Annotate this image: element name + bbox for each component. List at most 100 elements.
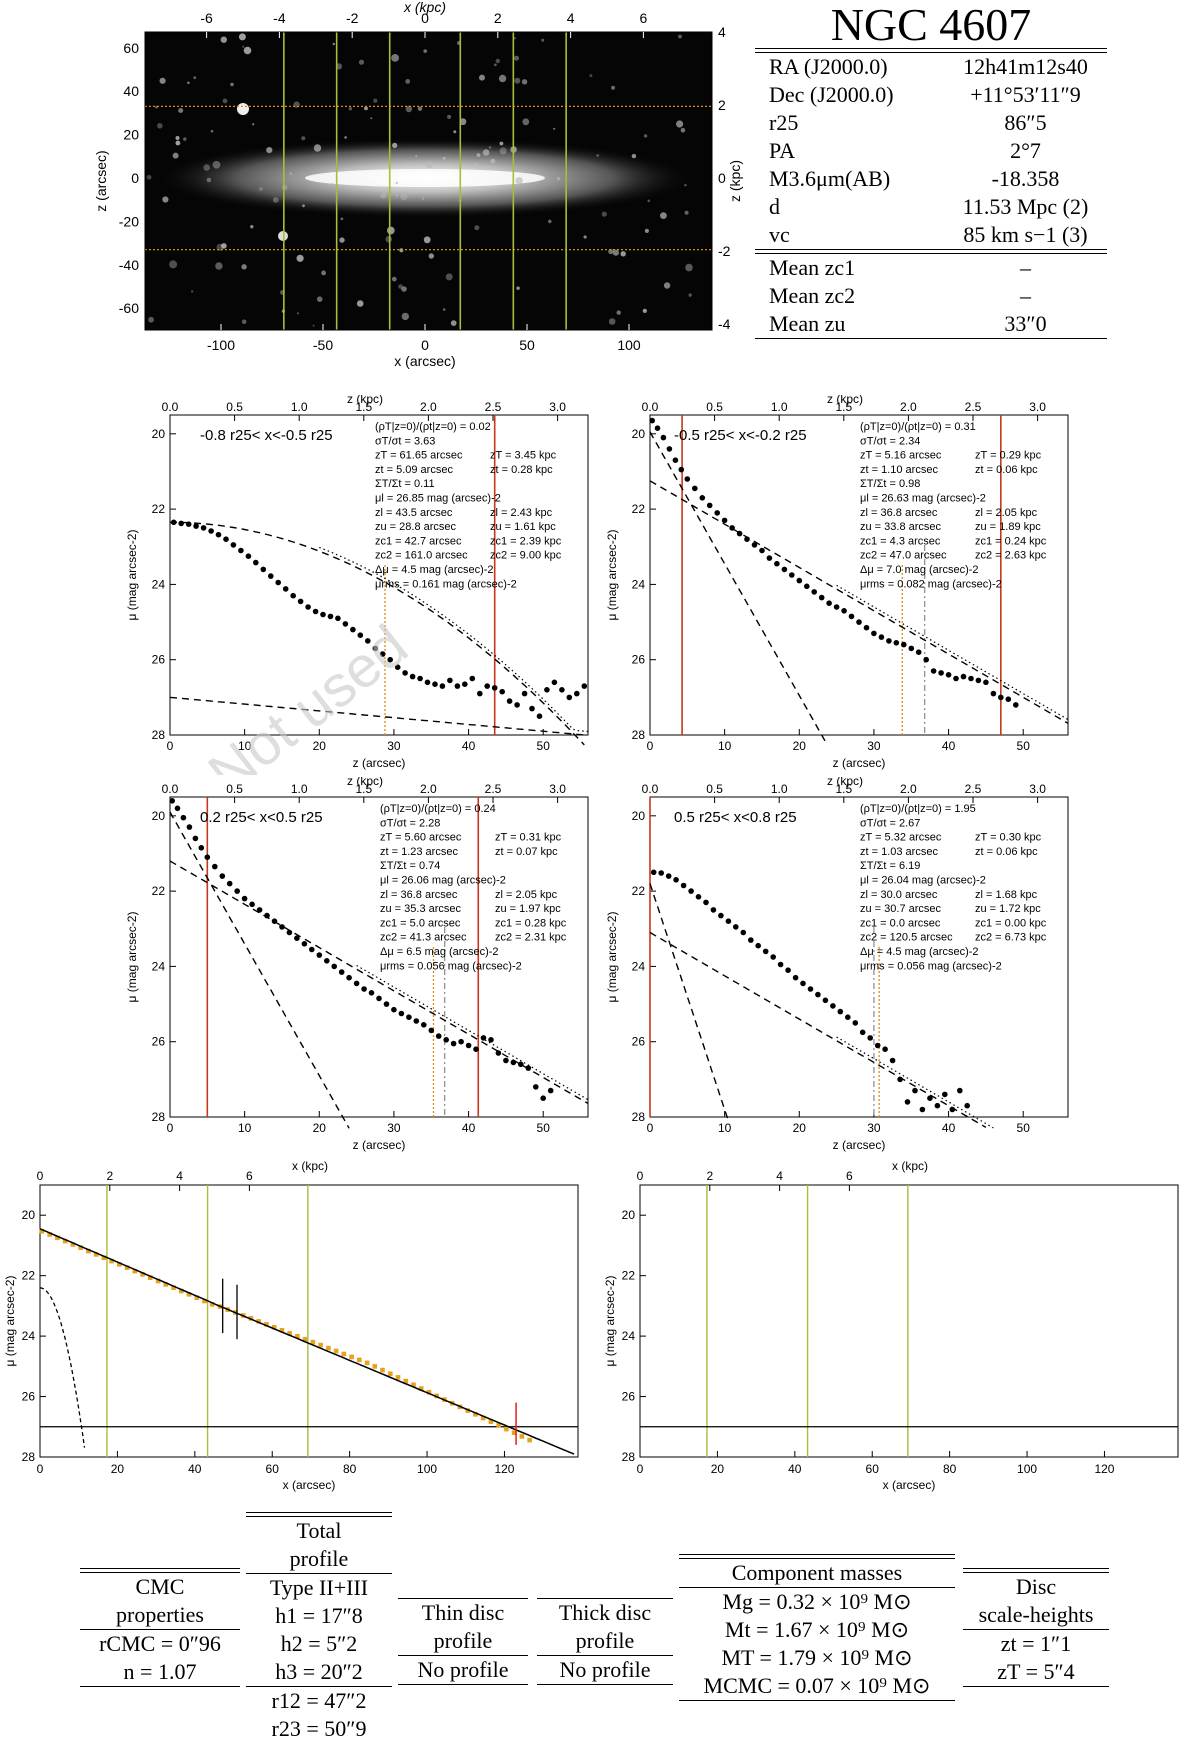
top-tick-label: 3.0 [549, 782, 566, 796]
star [680, 127, 686, 133]
plot-frame [649, 414, 1069, 736]
cmc-table: CMC properties rCMC = 0″96 n = 1.07 [80, 1568, 240, 1687]
star [513, 37, 516, 40]
data-point [249, 901, 255, 908]
annotation-line: σT/σt = 2.34 [860, 435, 920, 447]
annotation-line: zc1 = 42.7 arcsec [375, 535, 462, 547]
panel-title: 0.5 r25< x<0.8 r25 [674, 809, 797, 826]
data-point [204, 854, 211, 860]
x-tick-label: 60 [266, 1462, 280, 1476]
thick-header-2: profile [575, 1628, 635, 1653]
radial-data-point [504, 1426, 509, 1432]
star [220, 36, 227, 43]
data-point [949, 1106, 956, 1113]
data-point [654, 425, 661, 431]
top-tick-label: 4 [776, 1169, 783, 1183]
heights-row: zt = 1″1 [1000, 1631, 1072, 1656]
star [490, 158, 496, 164]
annotation-line-kpc: zc2 = 2.63 kpc [975, 550, 1047, 562]
data-point [945, 672, 952, 678]
vertical-profile-panel-1: 0 10 20 30 40 50 0.0 0.5 1.0 1.5 2.0 2.5 3.0 20 22 24 26… [125, 395, 589, 775]
star [475, 162, 478, 166]
star [409, 161, 414, 166]
star [169, 260, 178, 269]
top-axis-label: z (kpc) [347, 395, 383, 406]
info-value: 2°7 [1010, 138, 1041, 163]
y-tick-label: 24 [22, 1329, 36, 1343]
y-tick-label: 22 [152, 884, 166, 898]
radial-data-point [519, 1434, 525, 1439]
data-point [514, 702, 520, 708]
data-point [245, 553, 252, 559]
annotation-line: zl = 30.0 arcsec [860, 889, 938, 901]
data-point [234, 888, 240, 894]
annotation-line: μl = 26.06 mag (arcsec)-2 [380, 875, 506, 887]
star [596, 154, 599, 157]
y-axis-label: μ (mag arcsec-2) [605, 912, 619, 1003]
data-point [815, 991, 821, 998]
radial-data-point [333, 1348, 339, 1354]
data-point [852, 1020, 859, 1026]
annotation-line-kpc: zu = 1.89 kpc [975, 521, 1041, 533]
x-tick-label: 10 [718, 739, 732, 753]
x-tick-label: 40 [462, 1121, 476, 1135]
data-point [710, 907, 717, 913]
data-point [540, 1095, 546, 1101]
annotation-line-kpc: zt = 0.06 kpc [975, 846, 1038, 858]
star [417, 106, 423, 111]
info-value: 85 km s−1 (3) [963, 222, 1088, 247]
galaxy-image-panel: -100 -50 0 50 100-6 -4 -2 0 2 4 66040200-20-40-604… [93, 0, 743, 369]
plot-frame [39, 1184, 579, 1458]
star [612, 249, 620, 256]
bottom-axis-label: x (arcsec) [394, 353, 455, 369]
radial-data-point [418, 1386, 424, 1391]
radial-data-point [326, 1345, 331, 1351]
annotation-line: (ρT|z=0)/(ρt|z=0) = 0.02 [375, 421, 491, 433]
star [302, 204, 305, 208]
star [282, 184, 288, 191]
data-point [305, 604, 311, 610]
data-point [309, 946, 315, 953]
star [423, 236, 431, 244]
star [266, 147, 273, 154]
star [442, 156, 446, 160]
data-point [383, 1001, 390, 1007]
y-axis-label: μ (mag arcsec-2) [3, 1276, 17, 1367]
radial-data-point [302, 1336, 308, 1342]
radial-data-point [388, 1371, 393, 1377]
radial-data-point [511, 1430, 517, 1435]
annotation-line: zc1 = 4.3 arcsec [860, 535, 941, 547]
star [453, 130, 457, 134]
annotation-line-kpc: zc1 = 0.28 kpc [495, 917, 567, 929]
data-point [915, 649, 922, 655]
star [391, 276, 397, 282]
star [272, 197, 279, 203]
data-point [282, 586, 289, 592]
radial-data-point [496, 1423, 501, 1428]
annotation-line: zt = 1.23 arcsec [380, 846, 458, 858]
star [445, 273, 453, 281]
annotation-line-kpc: zT = 0.29 kpc [975, 450, 1042, 462]
star [344, 136, 347, 139]
top-tick-label: 2.5 [965, 782, 982, 796]
star [296, 254, 304, 262]
top-tick-label: 2 [106, 1169, 113, 1183]
star [386, 226, 395, 235]
info-row: Dec (J2000.0) +11°53′11″9 [755, 81, 1107, 109]
data-point [923, 656, 929, 663]
info-row: Mean zc2 – [755, 282, 1107, 310]
radial-data-point [318, 1342, 323, 1348]
total-row: r12 = 47″2 [271, 1688, 367, 1713]
annotation-line: ΣT/Σt = 0.74 [380, 860, 440, 872]
data-point [241, 895, 248, 902]
annotation-line: Δμ = 4.5 mag (arcsec)-2 [860, 946, 979, 958]
star [148, 316, 155, 323]
data-point [878, 634, 885, 640]
annotation-line: μrms = 0.082 mag (arcsec)-2 [860, 578, 1002, 590]
annotation-line: zu = 33.8 arcsec [860, 521, 942, 533]
x-tick-label: 40 [942, 739, 956, 753]
data-point [368, 990, 375, 996]
annotation-line-kpc: zc2 = 2.31 kpc [495, 932, 567, 944]
data-point [762, 948, 769, 955]
data-point [521, 690, 528, 697]
